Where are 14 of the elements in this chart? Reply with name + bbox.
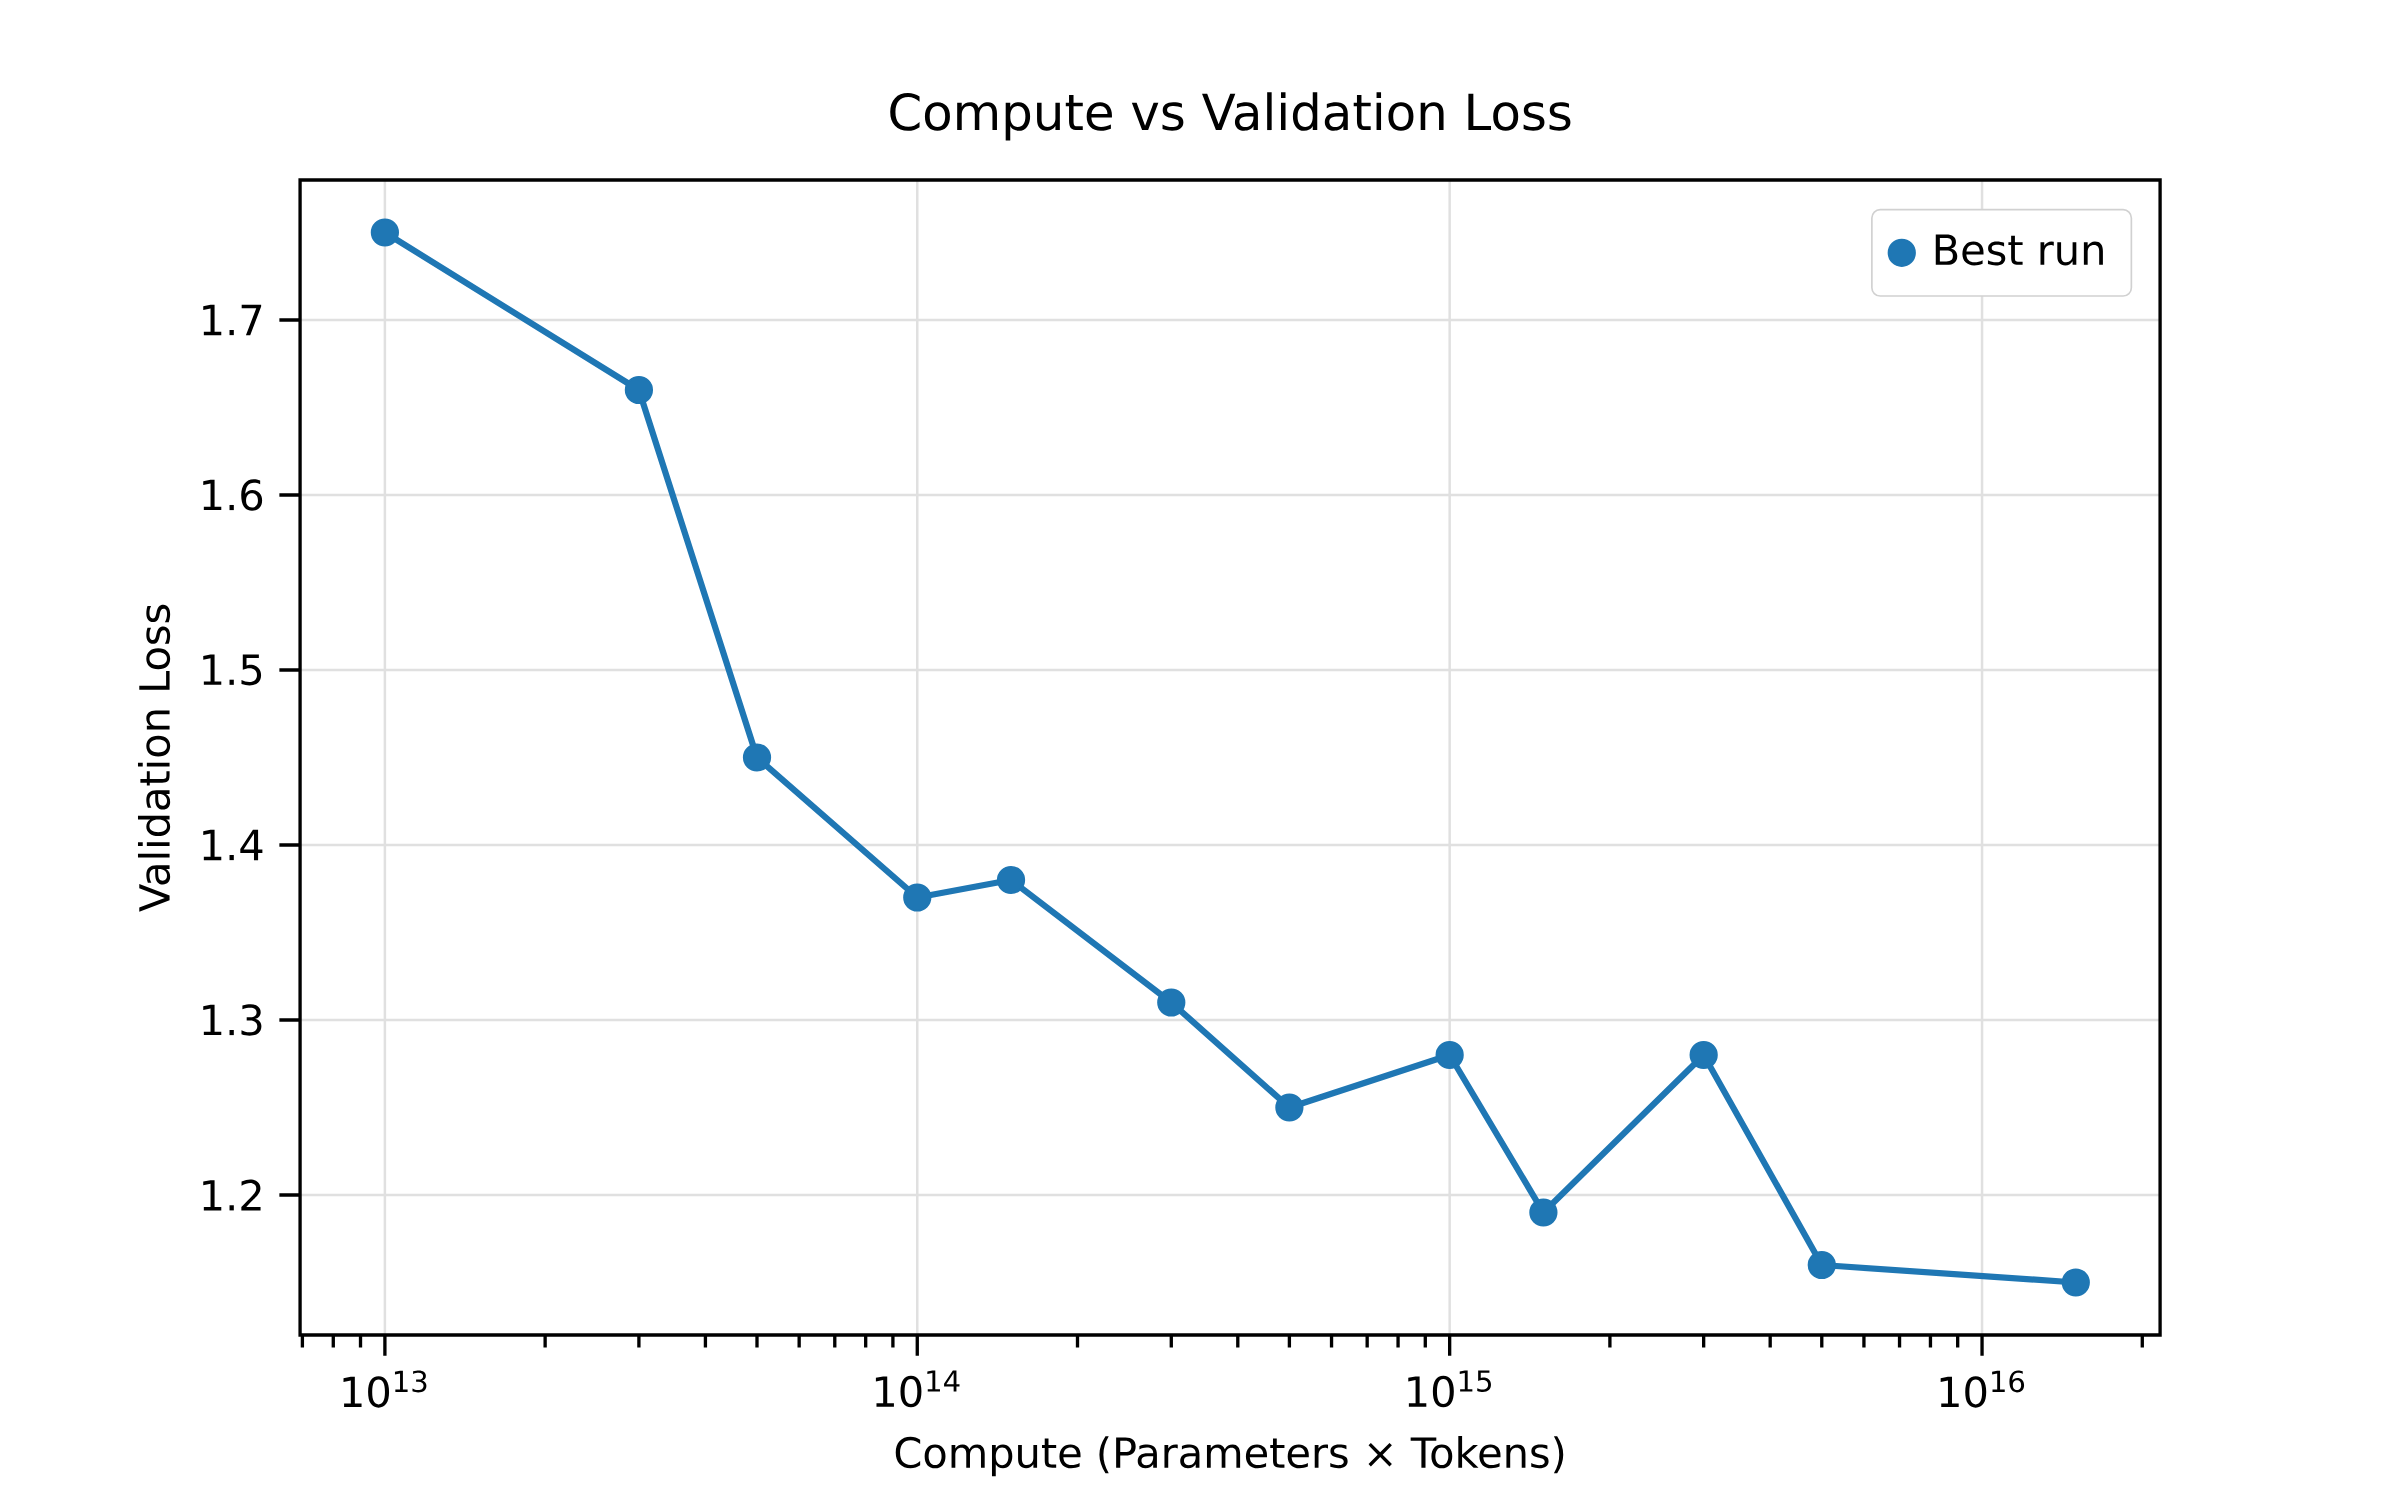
chart-title: Compute vs Validation Loss <box>890 92 1571 141</box>
x-axis-title: Compute (Parameters × Tokens) <box>895 1436 1564 1477</box>
y-axis-title: Validation Loss <box>137 604 171 912</box>
y-tick-label: 1.3 <box>203 1004 262 1036</box>
x-tick-label: 10$^{15}$ <box>1408 1370 1491 1408</box>
x-tick-label: 10$^{13}$ <box>343 1370 427 1408</box>
legend-label: Best run <box>1935 234 2103 266</box>
y-tick-label: 1.6 <box>203 479 263 511</box>
x-tick-label: 10$^{16}$ <box>1940 1370 2025 1408</box>
y-tick-label: 1.5 <box>203 654 262 686</box>
y-tick-label: 1.7 <box>203 304 262 336</box>
y-tick-label: 1.2 <box>203 1179 261 1211</box>
x-tick-label: 10$^{14}$ <box>875 1370 960 1408</box>
y-tick-label: 1.4 <box>203 829 263 861</box>
